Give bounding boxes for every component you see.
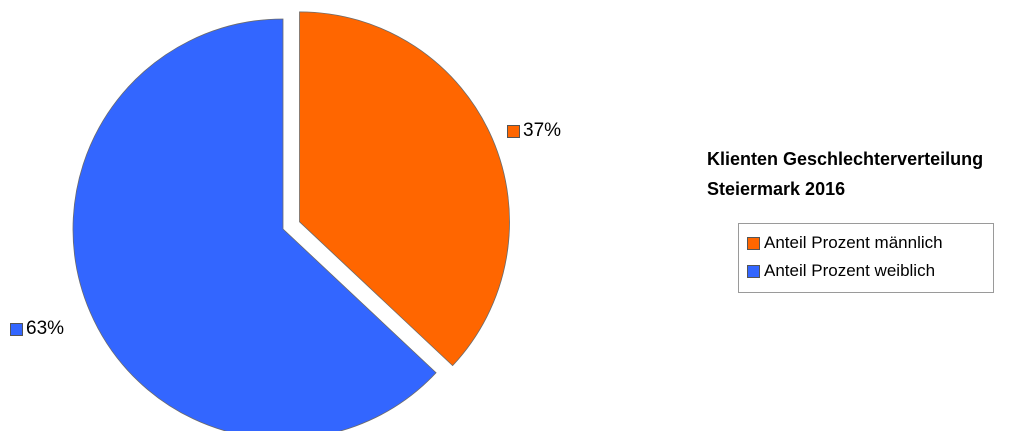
pie-slice-female [72,18,437,431]
legend-item-male: Anteil Prozent männlich [747,229,993,257]
chart-title: Klienten Geschlechterverteilung Steierma… [707,149,984,199]
data-label-text-male: 37% [523,120,562,141]
legend-item-female: Anteil Prozent weiblich [747,257,993,285]
legend-swatch-male [747,236,760,250]
data-label-male: 37% [507,120,561,142]
data-label-female: 63% [10,318,64,340]
data-label-swatch-female [10,322,23,336]
legend: Anteil Prozent männlich Anteil Prozent w… [738,223,994,293]
legend-label-female: Anteil Prozent weiblich [764,261,936,280]
data-label-text-female: 63% [26,318,65,339]
data-label-swatch-male [507,124,520,138]
legend-label-male: Anteil Prozent männlich [764,233,943,252]
legend-swatch-female [747,264,760,278]
pie-slice-male [299,11,510,367]
